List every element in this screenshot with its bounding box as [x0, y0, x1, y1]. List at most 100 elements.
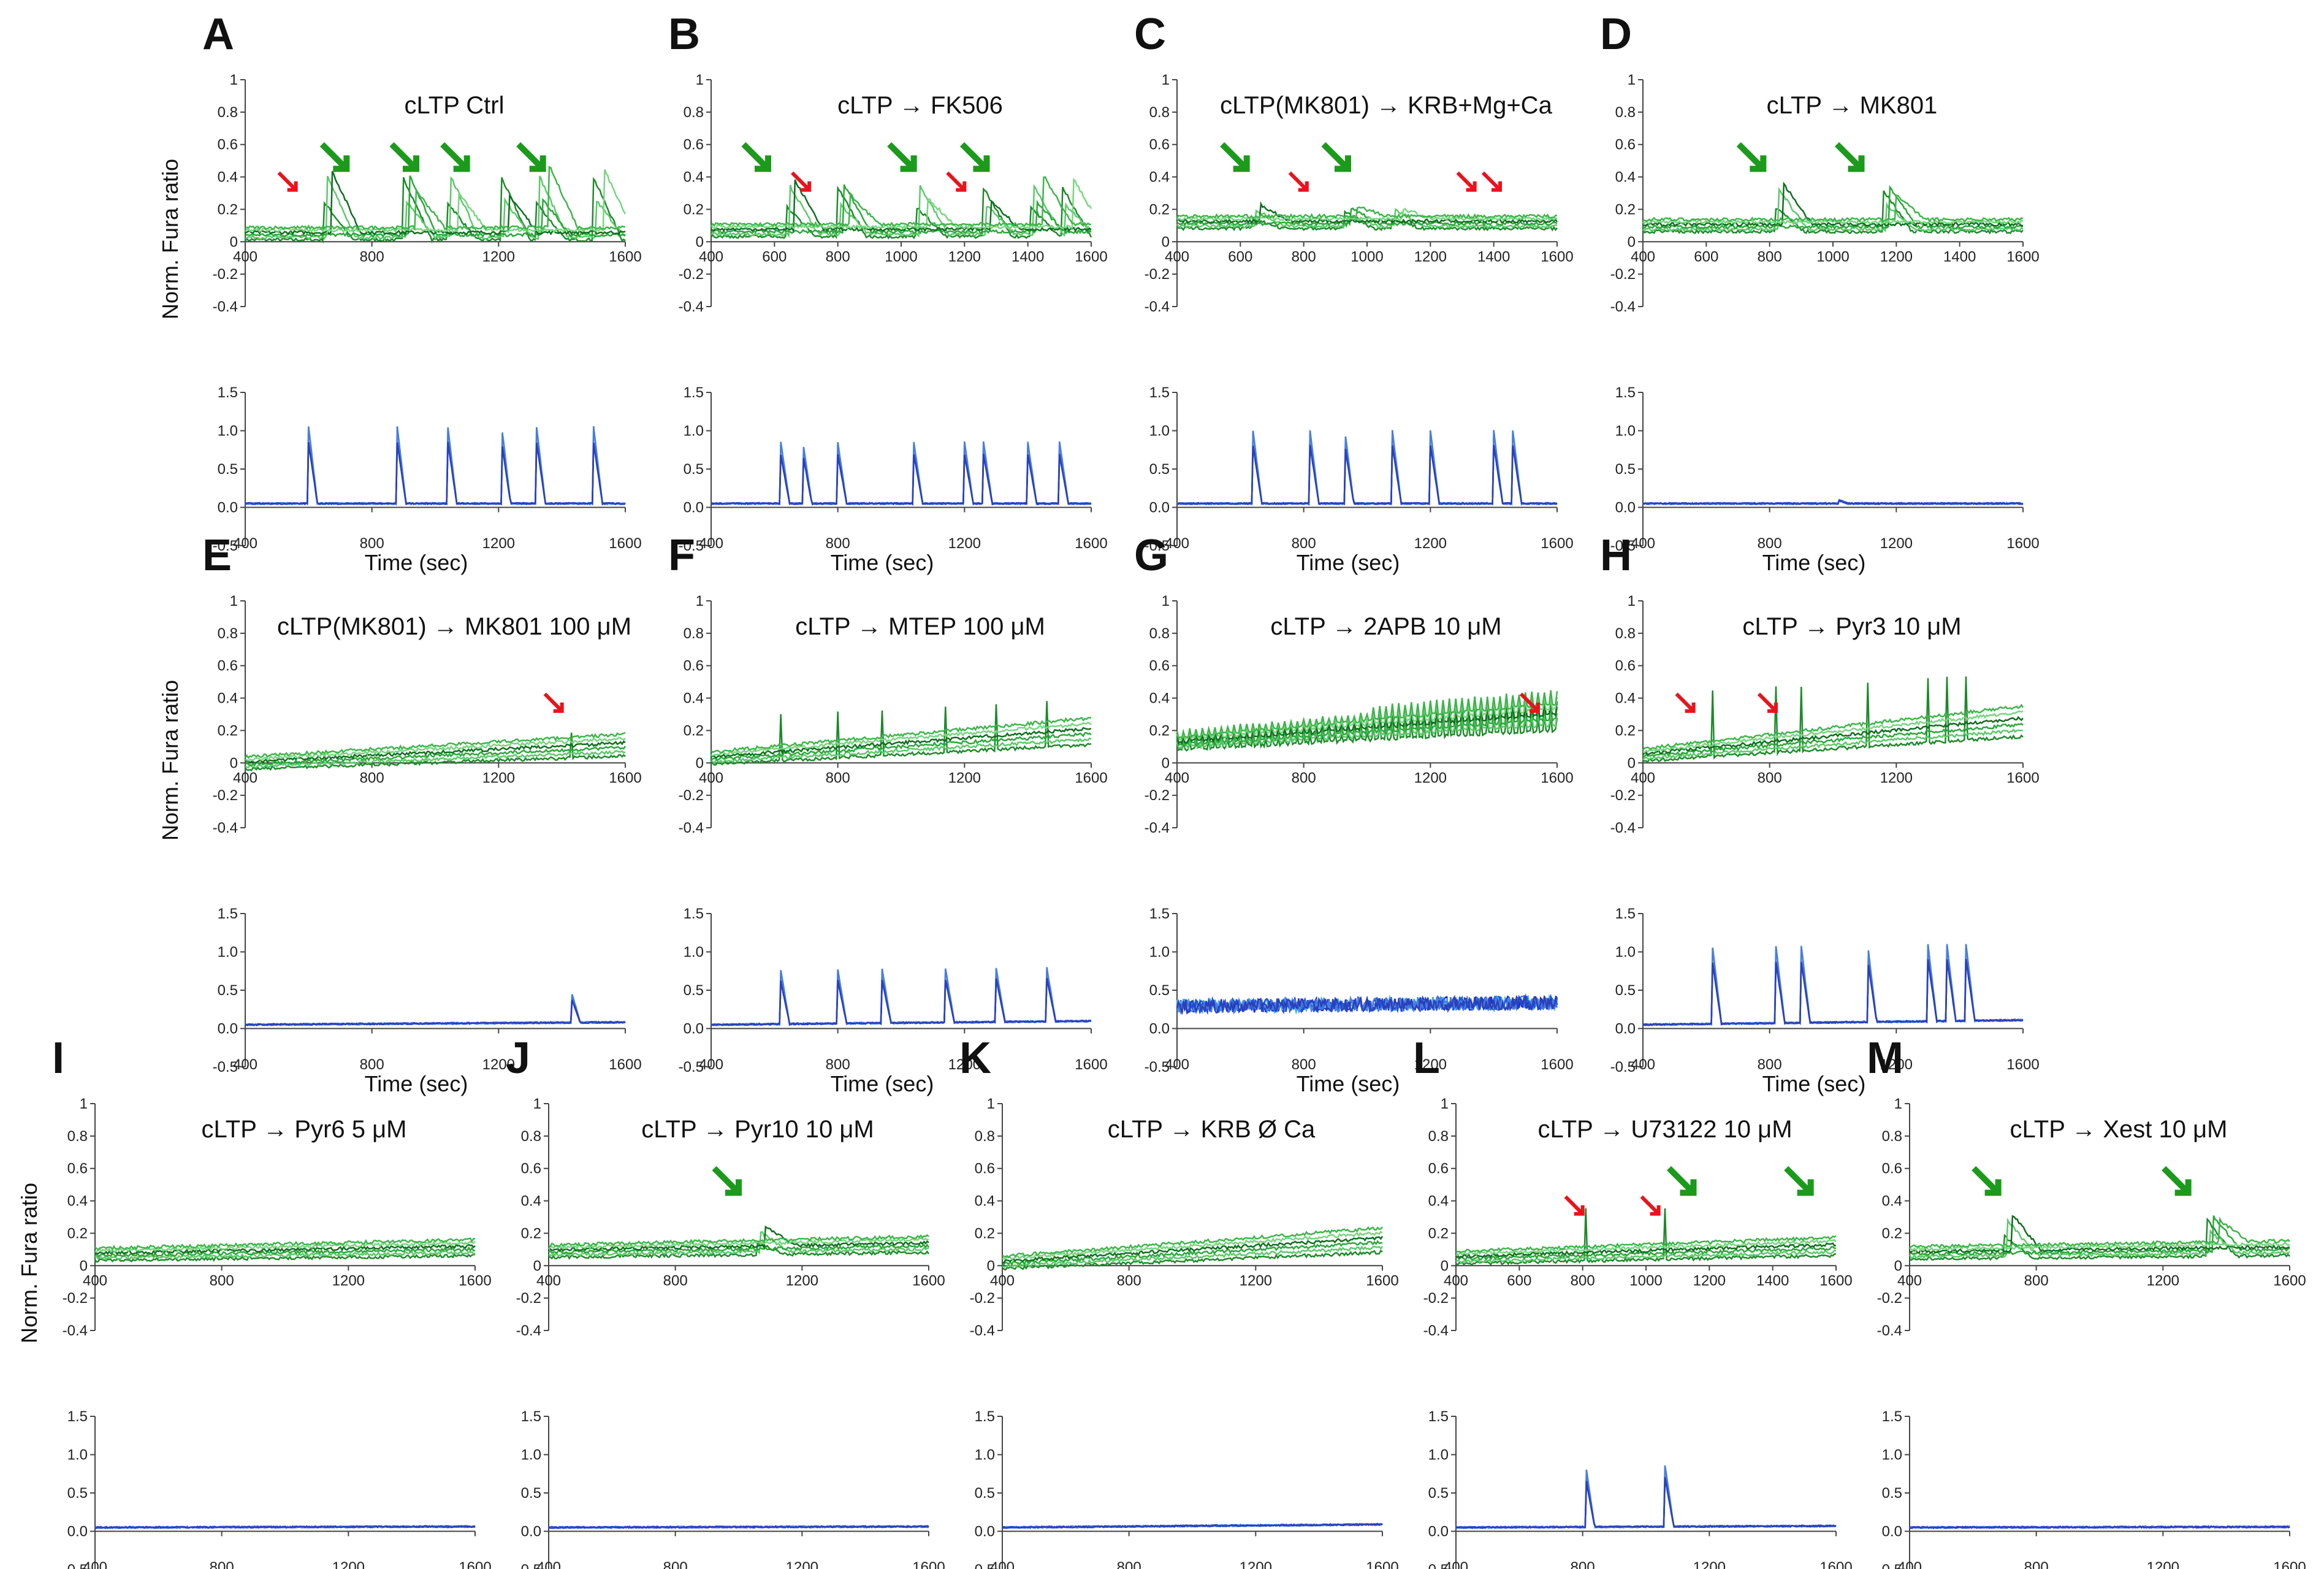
top-y-tick-label: 0.4 [684, 690, 704, 707]
top-x-tick-label: 1200 [1880, 769, 1913, 786]
top-y-tick-label: 0.6 [218, 137, 238, 153]
bottom-x-tick-label: 800 [1758, 1056, 1782, 1073]
bottom-y-tick-label: 0.0 [1428, 1524, 1449, 1540]
top-y-tick-label: 0.2 [1149, 201, 1170, 218]
green-trace [1642, 722, 2024, 758]
top-y-tick-label: 0.8 [1882, 1128, 1902, 1145]
top-y-tick-label: 0.2 [1149, 722, 1170, 739]
blue-trace [1176, 994, 1558, 1015]
bottom-x-tick-label: 1600 [912, 1559, 945, 1569]
top-y-tick-label: -0.4 [1610, 299, 1636, 315]
bottom-y-tick-label: 0.5 [218, 461, 238, 478]
bottom-y-tick-label: 0.5 [975, 1485, 995, 1502]
top-y-tick-label: 0.8 [521, 1128, 541, 1145]
y-axis-label: Norm. Fura ratio [158, 159, 183, 319]
green-trace [548, 1243, 930, 1254]
bottom-x-tick-label: 1200 [948, 535, 981, 552]
green-trace [94, 1240, 476, 1254]
bottom-x-tick-label: 800 [1292, 1056, 1316, 1073]
condition-label: cLTP → U73122 10 μM [1537, 1116, 1792, 1143]
top-y-tick-label: -0.4 [516, 1323, 541, 1339]
green-trace [1002, 1245, 1384, 1268]
top-y-tick-label: 1 [533, 1096, 541, 1112]
bottom-x-tick-label: 1200 [332, 1559, 365, 1569]
top-y-tick-label: 1 [80, 1096, 88, 1112]
blue-trace [711, 453, 1092, 506]
blue-trace [1455, 1465, 1837, 1529]
condition-label: cLTP(MK801) → KRB+Mg+Ca [1220, 92, 1552, 119]
bottom-x-tick-label: 800 [210, 1559, 234, 1569]
top-x-tick-label: 400 [699, 769, 723, 786]
green-arrow [1972, 1166, 2002, 1196]
bottom-x-tick-label: 400 [1897, 1559, 1922, 1569]
bottom-x-tick-label: 1600 [2273, 1559, 2306, 1569]
green-trace [711, 731, 1092, 762]
panel-letter: I [52, 1034, 64, 1083]
panel-letter: L [1413, 1034, 1440, 1083]
top-y-tick-label: 0.2 [67, 1225, 88, 1242]
top-y-tick-label: 0.8 [1615, 625, 1636, 642]
red-arrow [1564, 1195, 1585, 1216]
top-x-tick-label: 400 [699, 248, 723, 265]
blue-trace [1176, 445, 1558, 506]
top-x-tick-label: 1600 [609, 769, 641, 786]
green-trace [1002, 1240, 1383, 1266]
red-arrow [1519, 692, 1540, 713]
green-trace [1455, 1246, 1836, 1262]
top-y-tick-label: 0.8 [684, 104, 704, 121]
top-y-tick-label: 0.4 [1882, 1193, 1902, 1210]
bottom-x-tick-label: 400 [1631, 535, 1655, 552]
top-y-tick-label: 0.6 [1615, 137, 1636, 153]
bottom-y-tick-label: 1.5 [521, 1408, 541, 1425]
x-axis-label: Time (sec) [831, 550, 934, 575]
green-trace [1002, 1226, 1383, 1259]
top-y-tick-label: -0.2 [1877, 1290, 1902, 1307]
bottom-y-tick-label: 1.5 [1428, 1408, 1449, 1425]
top-x-tick-label: 1400 [1012, 248, 1044, 265]
red-arrow [277, 171, 298, 192]
bottom-x-tick-label: 1600 [1541, 535, 1573, 552]
top-x-tick-label: 400 [1444, 1272, 1468, 1289]
top-x-tick-label: 1000 [885, 248, 917, 265]
bottom-y-tick-label: 0.0 [218, 500, 238, 516]
bottom-x-tick-label: 1200 [482, 535, 515, 552]
bottom-x-tick-label: 400 [233, 1056, 257, 1073]
condition-label: cLTP → MK801 [1767, 92, 1938, 119]
top-x-tick-label: 400 [1631, 769, 1655, 786]
bottom-y-tick-label: 0.0 [684, 500, 704, 516]
green-trace [1909, 1215, 2290, 1254]
top-y-tick-label: 0.2 [1615, 201, 1636, 218]
green-trace [95, 1250, 476, 1261]
bottom-y-tick-label: -0.5 [1610, 1059, 1636, 1075]
top-y-tick-label: 0.8 [1149, 625, 1170, 642]
bottom-x-tick-label: 400 [699, 1056, 723, 1073]
bottom-x-tick-label: 800 [360, 1056, 384, 1073]
bottom-y-tick-label: 0.5 [1428, 1485, 1449, 1502]
top-y-tick-label: 0 [1894, 1258, 1902, 1274]
top-y-tick-label: -0.4 [1610, 820, 1636, 836]
green-trace [711, 716, 1092, 754]
blue-trace [711, 978, 1092, 1026]
bottom-y-tick-label: -0.5 [1610, 538, 1636, 554]
top-y-tick-label: 0.2 [684, 722, 704, 739]
top-y-tick-label: -0.2 [1145, 787, 1170, 804]
bottom-y-tick-label: 0.0 [975, 1524, 995, 1540]
green-trace [1455, 1235, 1837, 1254]
top-x-tick-label: 800 [826, 248, 850, 265]
top-y-tick-label: 1 [696, 72, 704, 88]
top-x-tick-label: 400 [1631, 248, 1655, 265]
bottom-x-tick-label: 1200 [1414, 1056, 1447, 1073]
green-trace [1642, 710, 2024, 754]
green-trace [1642, 728, 2024, 761]
bottom-x-tick-label: 1600 [1366, 1559, 1398, 1569]
bottom-x-tick-label: 800 [2024, 1559, 2049, 1569]
top-y-tick-label: 0.6 [684, 137, 704, 153]
bottom-x-tick-label: 400 [1165, 1056, 1189, 1073]
bottom-x-tick-label: 400 [1631, 1056, 1655, 1073]
top-y-tick-label: 0.6 [975, 1161, 995, 1177]
top-x-tick-label: 1600 [459, 1272, 491, 1289]
blue-trace [1909, 1525, 2290, 1529]
condition-label: cLTP → Xest 10 μM [2010, 1116, 2227, 1143]
top-x-tick-label: 1200 [948, 769, 981, 786]
